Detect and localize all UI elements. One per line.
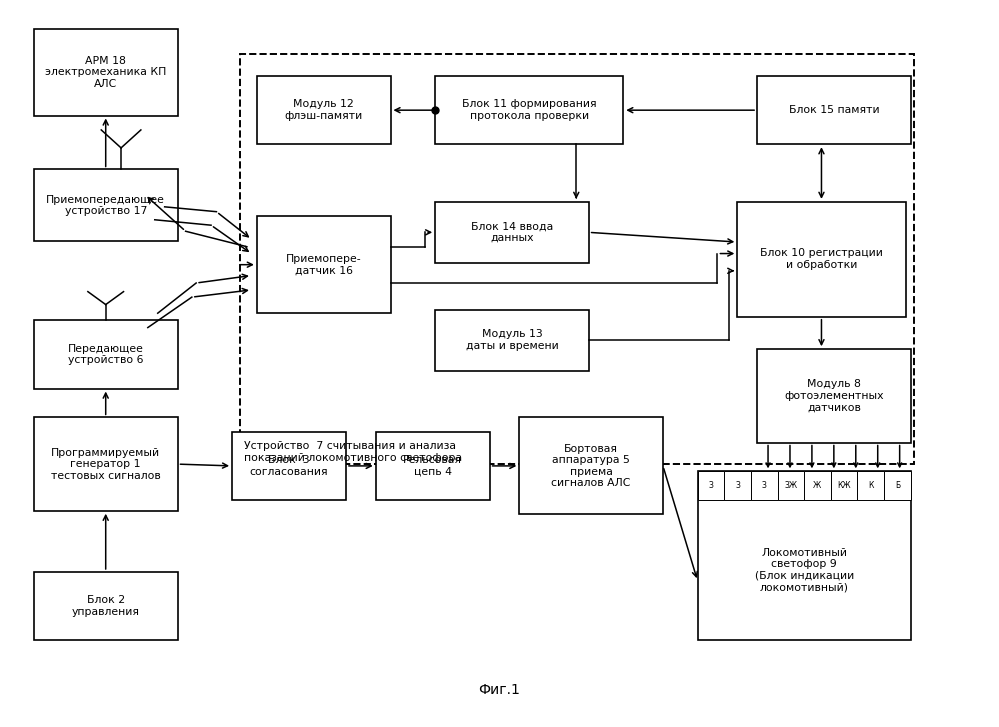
Text: Блок 15 памяти: Блок 15 памяти	[788, 105, 879, 115]
FancyBboxPatch shape	[436, 310, 588, 371]
Text: Приемопередающее
устройство 17: Приемопередающее устройство 17	[46, 195, 165, 216]
Text: Передающее
устройство 6: Передающее устройство 6	[68, 344, 144, 365]
FancyBboxPatch shape	[232, 432, 346, 500]
FancyBboxPatch shape	[34, 169, 178, 241]
Text: Фиг.1: Фиг.1	[479, 683, 520, 697]
Text: З: З	[762, 481, 766, 490]
Bar	[804, 471, 831, 500]
FancyBboxPatch shape	[519, 417, 663, 515]
FancyBboxPatch shape	[737, 202, 906, 317]
Text: Блок 2
управления: Блок 2 управления	[72, 595, 140, 616]
FancyBboxPatch shape	[34, 417, 178, 511]
Bar	[724, 471, 751, 500]
Text: Модуль 12
флэш-памяти: Модуль 12 флэш-памяти	[285, 100, 363, 121]
Text: Блок 10 регистрации
и обработки: Блок 10 регистрации и обработки	[760, 249, 883, 270]
FancyBboxPatch shape	[436, 76, 623, 144]
Text: АРМ 18
электромеханика КП
АЛС: АРМ 18 электромеханика КП АЛС	[45, 56, 167, 89]
Text: Модуль 8
фотоэлементных
датчиков: Модуль 8 фотоэлементных датчиков	[784, 379, 883, 412]
Text: Локомотивный
светофор 9
(Блок индикации
локомотивный): Локомотивный светофор 9 (Блок индикации …	[754, 547, 854, 593]
FancyBboxPatch shape	[697, 471, 911, 640]
Text: Приемопере-
датчик 16: Приемопере- датчик 16	[286, 254, 362, 276]
FancyBboxPatch shape	[436, 202, 588, 263]
FancyBboxPatch shape	[34, 321, 178, 389]
Text: Б: Б	[895, 481, 900, 490]
FancyBboxPatch shape	[757, 349, 911, 443]
Bar	[777, 471, 804, 500]
Text: КЖ: КЖ	[837, 481, 851, 490]
FancyBboxPatch shape	[34, 29, 178, 116]
Text: Бортовая
аппаратура 5
приема
сигналов АЛС: Бортовая аппаратура 5 приема сигналов АЛ…	[551, 443, 630, 489]
Bar	[884, 471, 911, 500]
Text: Рельсовая
цепь 4: Рельсовая цепь 4	[404, 455, 463, 477]
Text: З: З	[708, 481, 713, 490]
Text: Блок 14 ввода
данных: Блок 14 ввода данных	[471, 222, 553, 243]
Text: З: З	[735, 481, 740, 490]
FancyBboxPatch shape	[757, 76, 911, 144]
Text: Программируемый
генератор 1
тестовых сигналов: Программируемый генератор 1 тестовых сиг…	[51, 448, 161, 481]
FancyBboxPatch shape	[257, 76, 391, 144]
FancyBboxPatch shape	[376, 432, 490, 500]
Bar	[857, 471, 884, 500]
Bar	[697, 471, 724, 500]
Text: Блок 11 формирования
протокола проверки: Блок 11 формирования протокола проверки	[462, 100, 596, 121]
Text: Устройство  7 считывания и анализа
показаний локомотивного светофора: Устройство 7 считывания и анализа показа…	[244, 441, 462, 462]
Bar	[831, 471, 857, 500]
Text: Модуль 13
даты и времени: Модуль 13 даты и времени	[466, 329, 558, 351]
Text: Ж: Ж	[813, 481, 821, 490]
Text: Блок  3
согласования: Блок 3 согласования	[250, 455, 329, 477]
Bar	[751, 471, 777, 500]
FancyBboxPatch shape	[257, 216, 391, 313]
Text: К: К	[868, 481, 873, 490]
Text: ЗЖ: ЗЖ	[784, 481, 797, 490]
FancyBboxPatch shape	[34, 572, 178, 640]
